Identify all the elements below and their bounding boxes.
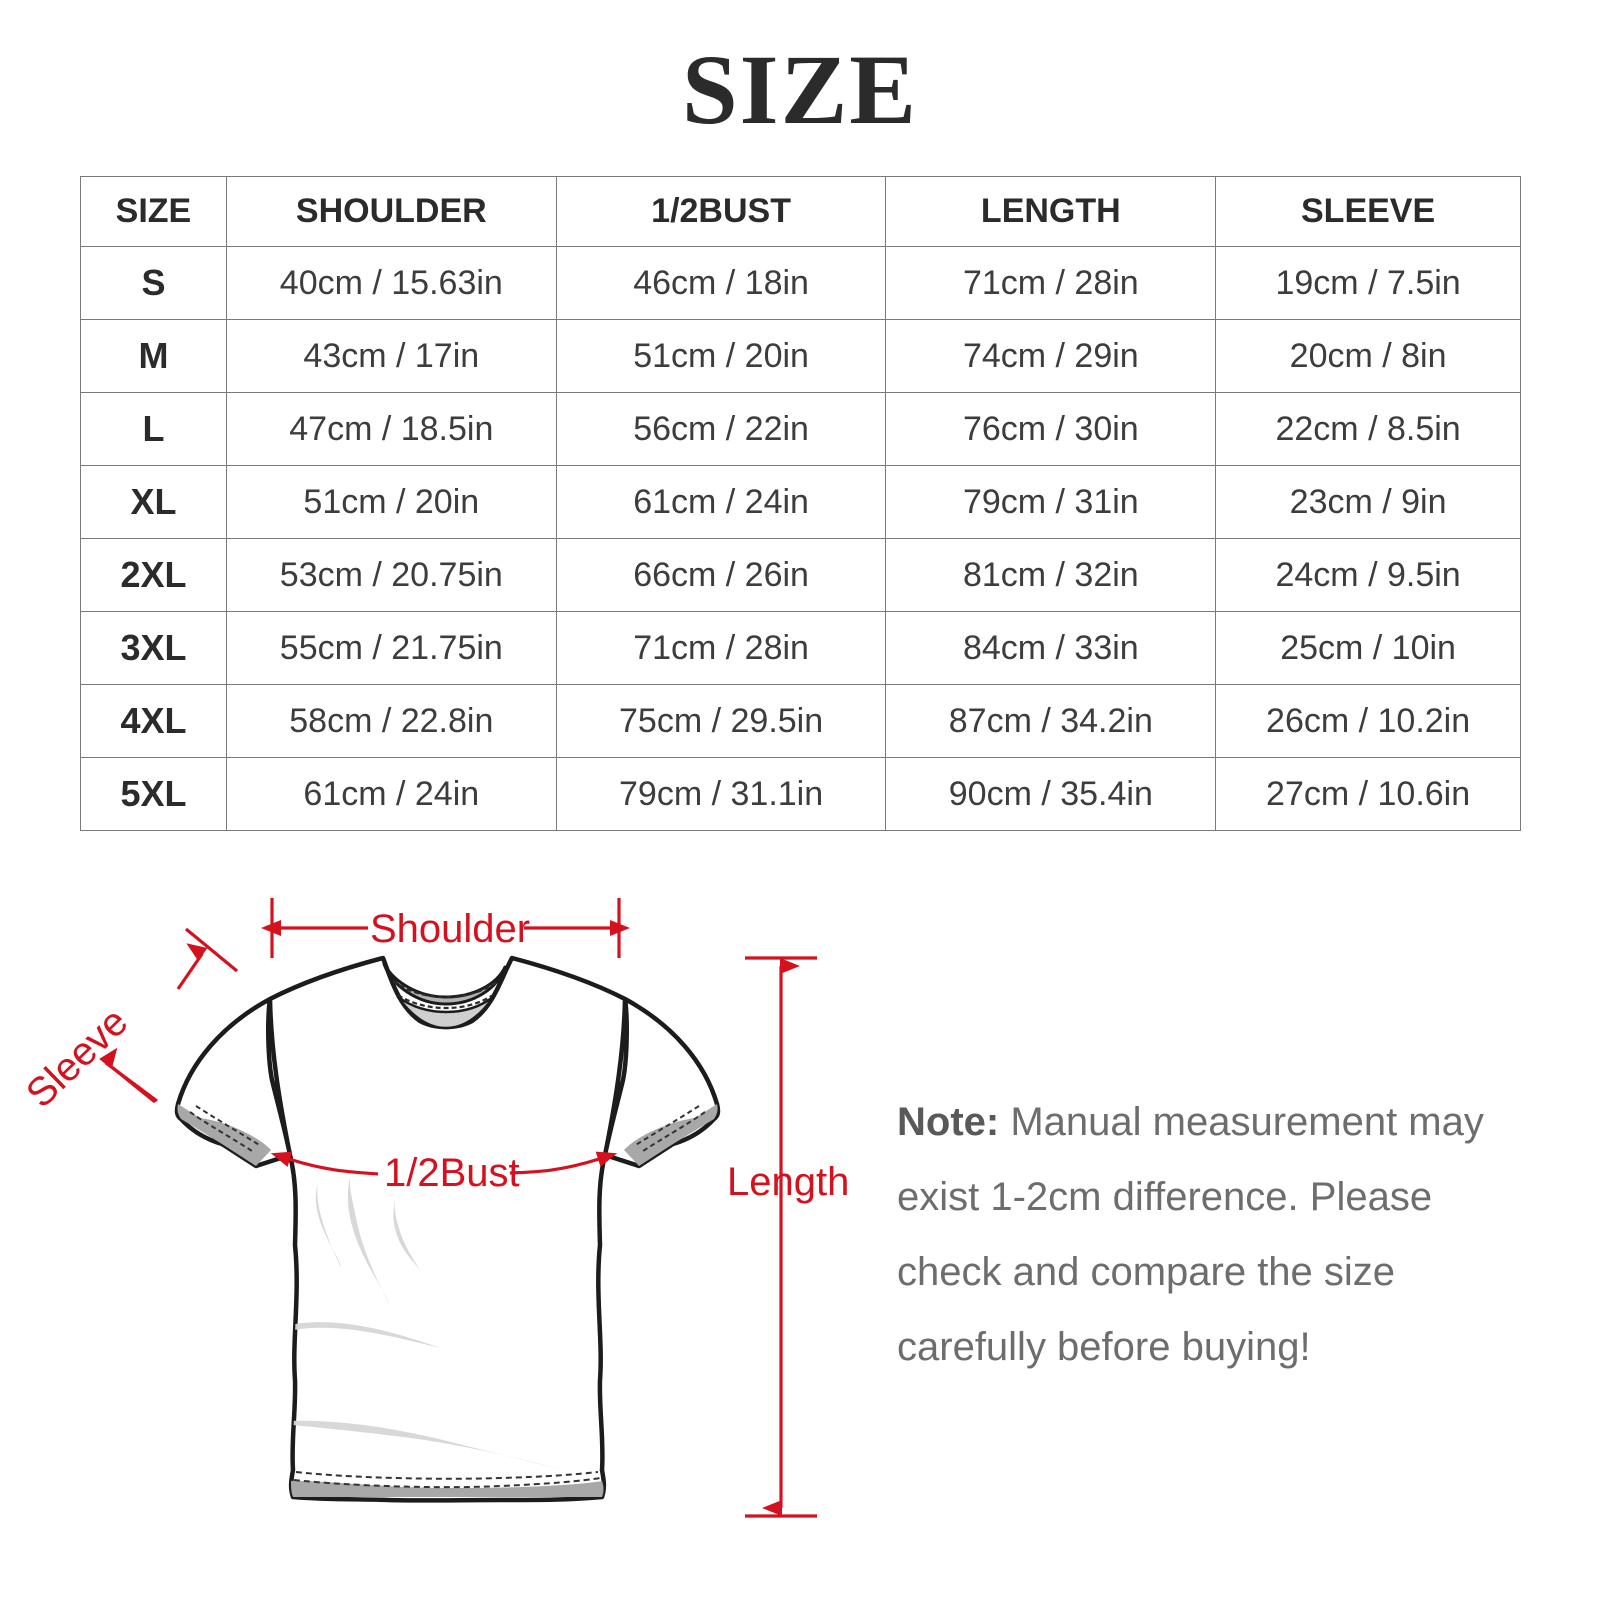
svg-text:Length: Length: [727, 1160, 849, 1204]
svg-text:Sleeve: Sleeve: [18, 1000, 137, 1117]
svg-text:Shoulder: Shoulder: [370, 907, 530, 951]
svg-text:1/2Bust: 1/2Bust: [384, 1151, 520, 1195]
